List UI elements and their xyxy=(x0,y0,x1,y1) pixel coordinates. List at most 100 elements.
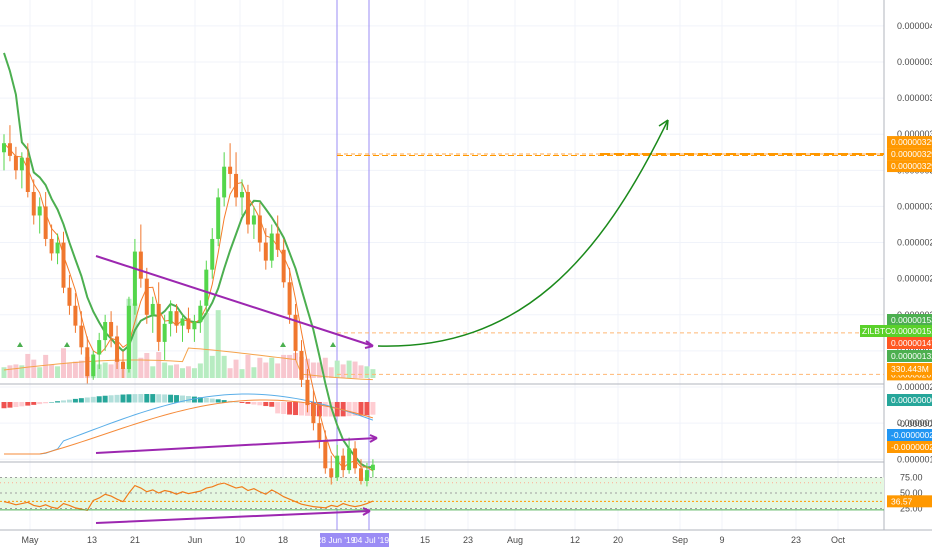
macd-label-2: -0.00000029 xyxy=(891,442,932,452)
candle-body-46 xyxy=(275,233,280,250)
candle-body-11 xyxy=(67,287,72,306)
volume-bar-39 xyxy=(233,359,239,378)
macd-hist-61 xyxy=(364,402,370,416)
candle-body-51 xyxy=(305,379,310,406)
time-tick-0: May xyxy=(21,535,39,545)
candle-body-35 xyxy=(210,238,215,270)
candle-body-22 xyxy=(132,251,137,306)
price-label-bg-7 xyxy=(887,337,932,349)
macd-label-bg-2 xyxy=(887,441,932,453)
macd-signal xyxy=(4,399,374,455)
ma-short xyxy=(3,142,374,472)
candles[interactable] xyxy=(2,125,375,487)
candle-body-53 xyxy=(317,423,322,442)
macd-hist-15 xyxy=(90,396,96,403)
macd-hist-41 xyxy=(245,402,251,404)
volume-bar-34 xyxy=(203,313,209,378)
signal-marker-2 xyxy=(280,342,286,347)
candle-body-38 xyxy=(228,166,233,174)
macd-hist-37 xyxy=(221,400,227,403)
price-tick-1: 0.00000380 xyxy=(897,57,932,67)
volume-bar-40 xyxy=(239,369,245,378)
volume-bar-60 xyxy=(358,365,364,378)
range-end-label: 04 Jul '19 xyxy=(353,535,389,545)
time-tick-4: 10 xyxy=(235,535,245,545)
price-label-9: 330.443M xyxy=(891,364,929,374)
volume-bar-16 xyxy=(96,364,102,378)
candle-body-9 xyxy=(55,242,60,254)
candle-body-17 xyxy=(103,322,108,341)
time-tick-11: Sep xyxy=(672,535,688,545)
time-tick-2: 21 xyxy=(130,535,140,545)
candle-body-47 xyxy=(281,249,286,283)
macd-hist-48 xyxy=(287,402,293,415)
grid-layer xyxy=(0,0,932,531)
price-axis[interactable]: 0.00000400 0.00000380 0.00000360 0.00000340… xyxy=(860,21,932,514)
divergence-line-rsi xyxy=(95,510,371,524)
candle-body-33 xyxy=(198,305,203,323)
macd-hist-22 xyxy=(132,394,138,403)
macd-hist-0 xyxy=(1,402,7,409)
macd-hist-14 xyxy=(84,397,90,403)
volume-bar-46 xyxy=(275,363,281,378)
macd-hist-31 xyxy=(185,396,191,403)
candle-body-31 xyxy=(186,318,191,330)
volume-bar-11 xyxy=(66,362,72,378)
candle-body-24 xyxy=(144,278,149,315)
volume-bar-25 xyxy=(150,366,156,378)
volume-bar-22 xyxy=(132,303,138,378)
volume-bar-18 xyxy=(108,364,114,378)
macd-hist-2 xyxy=(13,402,19,408)
candle-body-8 xyxy=(49,238,54,254)
candle-body-37 xyxy=(222,166,227,198)
time-tick-10: 20 xyxy=(613,535,623,545)
volume-bar-5 xyxy=(31,359,37,378)
candle-body-13 xyxy=(79,325,84,348)
macd-hist-21 xyxy=(126,394,132,403)
macd-hist-19 xyxy=(114,394,120,403)
candle-body-7 xyxy=(43,206,48,239)
candle-body-26 xyxy=(156,303,161,342)
macd-hist-36 xyxy=(215,399,221,403)
candle-body-52 xyxy=(311,405,316,424)
volume-bar-7 xyxy=(43,354,49,378)
candle-body-60 xyxy=(359,468,363,481)
volume-bar-4 xyxy=(25,353,31,378)
macd-hist-29 xyxy=(174,395,180,403)
candle-body-32 xyxy=(192,322,197,330)
price-label-0: 0.00000329 xyxy=(891,137,932,147)
price-tick-7: 0.00000260 xyxy=(897,274,932,284)
price-tick-5: 0.00000300 xyxy=(897,201,932,211)
projection-arc xyxy=(377,119,669,347)
divergence-line-macd xyxy=(95,437,378,454)
volume-bar-32 xyxy=(191,368,197,378)
macd-hist-33 xyxy=(197,397,203,403)
signal-marker-1 xyxy=(64,342,70,347)
macd-hist-43 xyxy=(257,402,263,406)
candle-body-48 xyxy=(287,282,292,315)
volume-bar-55 xyxy=(328,367,334,378)
volume-bar-57 xyxy=(340,364,346,378)
macd-hist-6 xyxy=(37,402,43,405)
volume-bar-33 xyxy=(197,363,203,378)
price-tick-2: 0.00000360 xyxy=(897,93,932,103)
volume-bar-38 xyxy=(227,368,233,378)
macd-hist-35 xyxy=(209,398,215,403)
time-axis[interactable]: May 13 21 Jun 10 18 15 23 Aug 12 20 Sep 9 23 Oct 28 Jun… xyxy=(21,533,845,547)
macd-label-0: 0.00000000 xyxy=(891,395,932,405)
time-tick-13: 23 xyxy=(791,535,801,545)
price-label-7: 0.00000147 xyxy=(891,338,932,348)
candle-body-21 xyxy=(126,305,131,369)
macd-hist-4 xyxy=(25,402,31,406)
macd-hist-17 xyxy=(102,395,108,403)
divergence-arrow-macd xyxy=(369,434,378,443)
price-tick-6: 0.00000280 xyxy=(897,238,932,248)
macd-hist-40 xyxy=(239,402,245,403)
volume-bar-56 xyxy=(334,360,340,378)
volume-bar-58 xyxy=(346,360,352,378)
volume-bar-0 xyxy=(1,367,7,378)
candle-body-16 xyxy=(97,340,102,355)
time-tick-5: 18 xyxy=(278,535,288,545)
volume-bar-49 xyxy=(293,353,299,378)
